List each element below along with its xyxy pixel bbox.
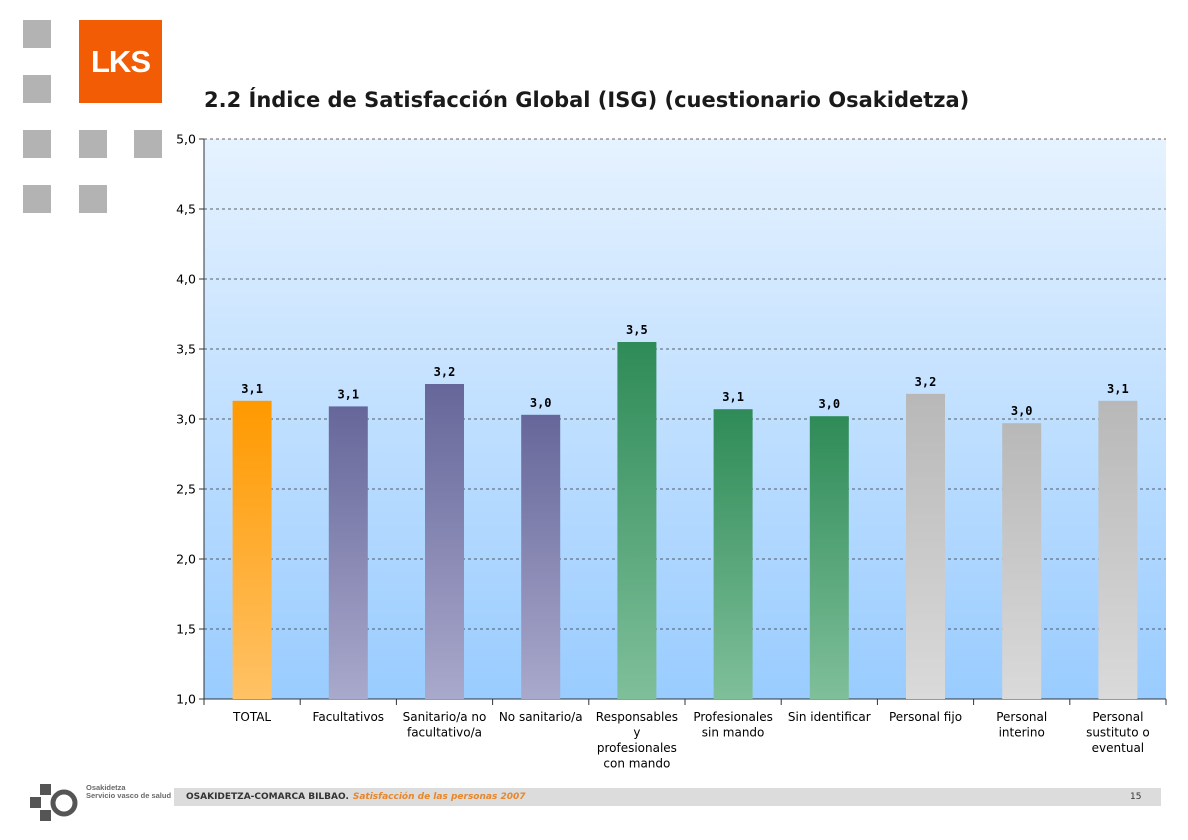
decor-square (23, 130, 51, 158)
x-tick-label-line: sustituto o (1086, 726, 1150, 740)
x-tick-label-line: sin mando (702, 726, 765, 740)
data-label: 3,1 (241, 382, 263, 396)
x-tick-label: Profesionales sin mando (693, 710, 773, 740)
x-tick-label-line: Sanitario/a no (403, 710, 487, 724)
x-tick-label: Personal sustituto o eventual (1086, 710, 1150, 755)
x-tick-label-line: TOTAL (232, 710, 271, 724)
data-label: 3,2 (434, 365, 456, 379)
x-tick-label-line: profesionales (597, 741, 677, 755)
x-tick-label-line: Personal (1092, 710, 1143, 724)
osakidetza-line2: Servicio vasco de salud (86, 791, 172, 800)
osakidetza-logo-icon (30, 784, 78, 821)
x-tick-label-line: interino (999, 726, 1045, 740)
x-tick-label-line: eventual (1092, 741, 1144, 755)
x-tick-label-line: Facultativos (313, 710, 384, 724)
bar (1002, 423, 1042, 699)
lks-logo: LKS (79, 20, 162, 103)
y-tick-label: 1,0 (176, 692, 196, 707)
data-label: 3,1 (722, 390, 744, 404)
x-tick-label-line: facultativo/a (407, 726, 482, 740)
x-tick-label: No sanitario/a (499, 710, 583, 724)
x-tick-label-line: Profesionales (693, 710, 773, 724)
data-label: 3,0 (1011, 404, 1033, 418)
data-label: 3,2 (915, 375, 937, 389)
x-tick-label: Sin identificar (788, 710, 871, 724)
y-tick-label: 2,5 (176, 482, 196, 497)
footer-org: OSAKIDETZA-COMARCA BILBAO. Satisfacción d… (186, 792, 526, 802)
bar (232, 400, 272, 699)
osakidetza-line1: Osakidetza (86, 783, 126, 792)
x-tick-label: Personal fijo (889, 710, 962, 724)
x-tick-label: Responsables y profesionales con mando (596, 710, 678, 771)
bar (809, 416, 849, 699)
page-title: 2.2 Índice de Satisfacción Global (ISG) … (204, 88, 970, 112)
bar (713, 409, 753, 699)
x-tick-label-line: Responsables (596, 710, 678, 724)
y-tick-label: 3,0 (176, 412, 196, 427)
bar (1098, 400, 1138, 699)
decor-square (134, 130, 162, 158)
y-tick-label: 3,5 (176, 342, 196, 357)
x-tick-label: Sanitario/a no facultativo/a (403, 710, 487, 740)
data-label: 3,5 (626, 323, 648, 337)
footer-subtitle: Satisfacción de las personas 2007 (352, 792, 526, 802)
bar (617, 342, 657, 699)
data-label: 3,1 (1107, 382, 1129, 396)
bar (328, 406, 368, 699)
x-tick-label-line: y (633, 726, 640, 740)
data-label: 3,1 (337, 387, 359, 401)
y-tick-label: 2,0 (176, 552, 196, 567)
footer-org-name: OSAKIDETZA-COMARCA BILBAO. (186, 792, 349, 802)
decor-square (79, 185, 107, 213)
x-tick-label: TOTAL (232, 710, 271, 724)
y-tick-label: 5,0 (176, 132, 196, 147)
decor-square (23, 75, 51, 103)
x-tick-label-line: No sanitario/a (499, 710, 583, 724)
page-number: 15 (1130, 792, 1142, 802)
bar (425, 384, 464, 699)
data-label: 3,0 (530, 396, 552, 410)
x-tick-label-line: Sin identificar (788, 710, 871, 724)
decor-square (79, 130, 107, 158)
decor-square (23, 185, 51, 213)
y-tick-label: 4,0 (176, 272, 196, 287)
y-tick-label: 1,5 (176, 622, 196, 637)
x-tick-label-line: con mando (603, 757, 670, 771)
x-tick-label-line: Personal fijo (889, 710, 962, 724)
x-tick-label: Facultativos (313, 710, 384, 724)
x-tick-label-line: Personal (996, 710, 1047, 724)
y-tick-label: 4,5 (176, 202, 196, 217)
decor-square (23, 20, 51, 48)
bar-chart: 1,0 1,5 2,0 2,5 3,0 3,5 4,0 4,5 5,0 3,1 TOTAL 3,1 Fa… (176, 132, 1167, 771)
x-tick-label: Personal interino (996, 710, 1047, 740)
footer-bar (174, 788, 1161, 806)
osakidetza-name: Osakidetza Servicio vasco de salud (86, 784, 171, 800)
bar (906, 393, 945, 699)
data-label: 3,0 (818, 397, 840, 411)
bar (521, 414, 561, 699)
